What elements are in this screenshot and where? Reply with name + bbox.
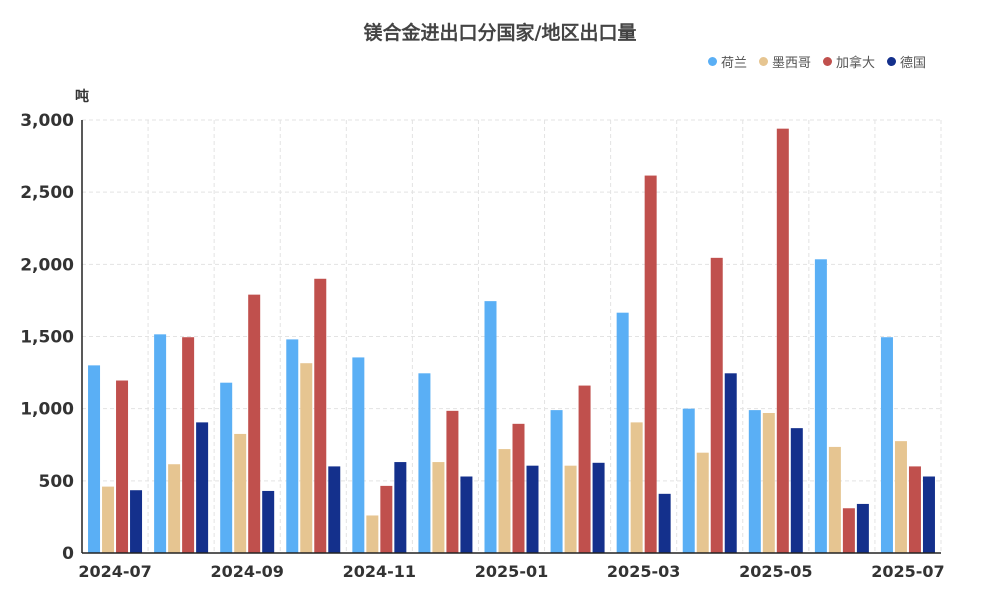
legend-label: 荷兰: [720, 56, 747, 71]
bar-2024-12-加拿大: [446, 410, 459, 553]
bar-2024-07-荷兰: [88, 365, 101, 553]
bar-2024-09-墨西哥: [234, 433, 247, 553]
bar-2025-03-德国: [658, 493, 671, 553]
bar-2024-08-墨西哥: [168, 464, 181, 553]
x-tick-label: 2024-11: [343, 562, 416, 581]
bar-2025-03-加拿大: [644, 175, 657, 553]
bar-2025-06-墨西哥: [828, 446, 841, 553]
y-tick-label: 1,500: [20, 328, 74, 348]
bar-2025-01-加拿大: [512, 423, 525, 553]
bar-2024-08-荷兰: [154, 334, 167, 553]
bar-2024-07-加拿大: [116, 380, 129, 553]
bar-2025-02-墨西哥: [564, 465, 577, 553]
y-tick-label: 0: [62, 544, 74, 564]
bar-2024-10-墨西哥: [300, 363, 313, 553]
x-tick-label: 2025-05: [739, 562, 812, 581]
bar-2025-01-德国: [526, 465, 539, 553]
bar-2025-01-墨西哥: [498, 449, 511, 553]
legend-marker-icon: [886, 57, 896, 66]
bar-2025-02-荷兰: [550, 410, 563, 553]
x-tick-label: 2025-01: [475, 562, 548, 581]
y-axis-unit-label: 吨: [75, 88, 89, 105]
bar-2025-02-加拿大: [578, 385, 591, 553]
bar-2024-10-荷兰: [286, 339, 299, 553]
bar-2025-06-加拿大: [842, 508, 855, 553]
y-tick-label: 3,000: [20, 111, 74, 131]
legend-marker-icon: [822, 57, 832, 66]
legend-label: 德国: [899, 56, 926, 71]
bar-2025-06-荷兰: [814, 259, 827, 553]
legend-label: 加拿大: [835, 56, 875, 71]
legend-item-netherlands[interactable]: 荷兰: [707, 52, 747, 71]
legend-item-mexico[interactable]: 墨西哥: [758, 52, 811, 71]
y-tick-label: 500: [39, 472, 75, 492]
bar-2025-03-墨西哥: [630, 422, 643, 553]
bar-2025-05-加拿大: [776, 128, 789, 553]
x-tick-label: 2025-03: [607, 562, 680, 581]
bar-2024-10-德国: [328, 466, 341, 553]
bar-2024-11-荷兰: [352, 357, 365, 553]
legend-item-germany[interactable]: 德国: [886, 52, 926, 71]
bar-2025-02-德国: [592, 462, 605, 553]
bar-2025-03-荷兰: [616, 312, 629, 553]
bar-2025-07-德国: [922, 476, 935, 553]
bar-2025-05-墨西哥: [762, 412, 775, 553]
legend-label: 墨西哥: [771, 56, 811, 71]
bar-2025-05-荷兰: [748, 410, 761, 553]
bar-2025-05-德国: [790, 428, 803, 553]
y-tick-label: 1,000: [20, 400, 74, 420]
y-tick-label: 2,000: [20, 255, 74, 275]
x-tick-label: 2025-07: [871, 562, 944, 581]
bar-2024-09-荷兰: [220, 382, 233, 553]
bar-2025-07-加拿大: [908, 466, 921, 553]
bar-2024-12-德国: [460, 476, 473, 553]
bar-2025-04-荷兰: [682, 408, 695, 553]
bar-2025-01-荷兰: [484, 301, 497, 553]
legend-marker-icon: [707, 57, 717, 66]
bar-2024-11-德国: [394, 462, 407, 553]
bar-2024-10-加拿大: [314, 278, 327, 553]
legend-marker-icon: [758, 57, 768, 66]
bar-2024-08-加拿大: [182, 337, 195, 553]
bar-2025-07-墨西哥: [894, 441, 907, 553]
bar-2024-11-加拿大: [380, 485, 393, 553]
bar-2024-08-德国: [196, 422, 209, 553]
bar-2024-11-墨西哥: [366, 515, 379, 553]
bar-2025-04-墨西哥: [696, 452, 709, 553]
bar-2024-07-德国: [130, 490, 143, 553]
bar-2025-06-德国: [856, 503, 869, 553]
bar-2024-09-加拿大: [248, 294, 261, 553]
x-tick-label: 2024-09: [210, 562, 283, 581]
bar-2024-07-墨西哥: [102, 486, 115, 553]
legend: 荷兰 墨西哥 加拿大 德国: [707, 52, 926, 71]
bar-2025-04-加拿大: [710, 257, 723, 553]
x-tick-label: 2024-07: [78, 562, 151, 581]
legend-item-canada[interactable]: 加拿大: [822, 52, 875, 71]
bar-2025-04-德国: [724, 373, 737, 553]
bar-2025-07-荷兰: [880, 337, 893, 553]
bar-2024-12-荷兰: [418, 373, 431, 553]
chart-title: 镁合金进出口分国家/地区出口量: [363, 22, 637, 44]
bar-2024-09-德国: [262, 490, 275, 553]
y-tick-label: 2,500: [20, 183, 74, 203]
bar-2024-12-墨西哥: [432, 462, 445, 553]
